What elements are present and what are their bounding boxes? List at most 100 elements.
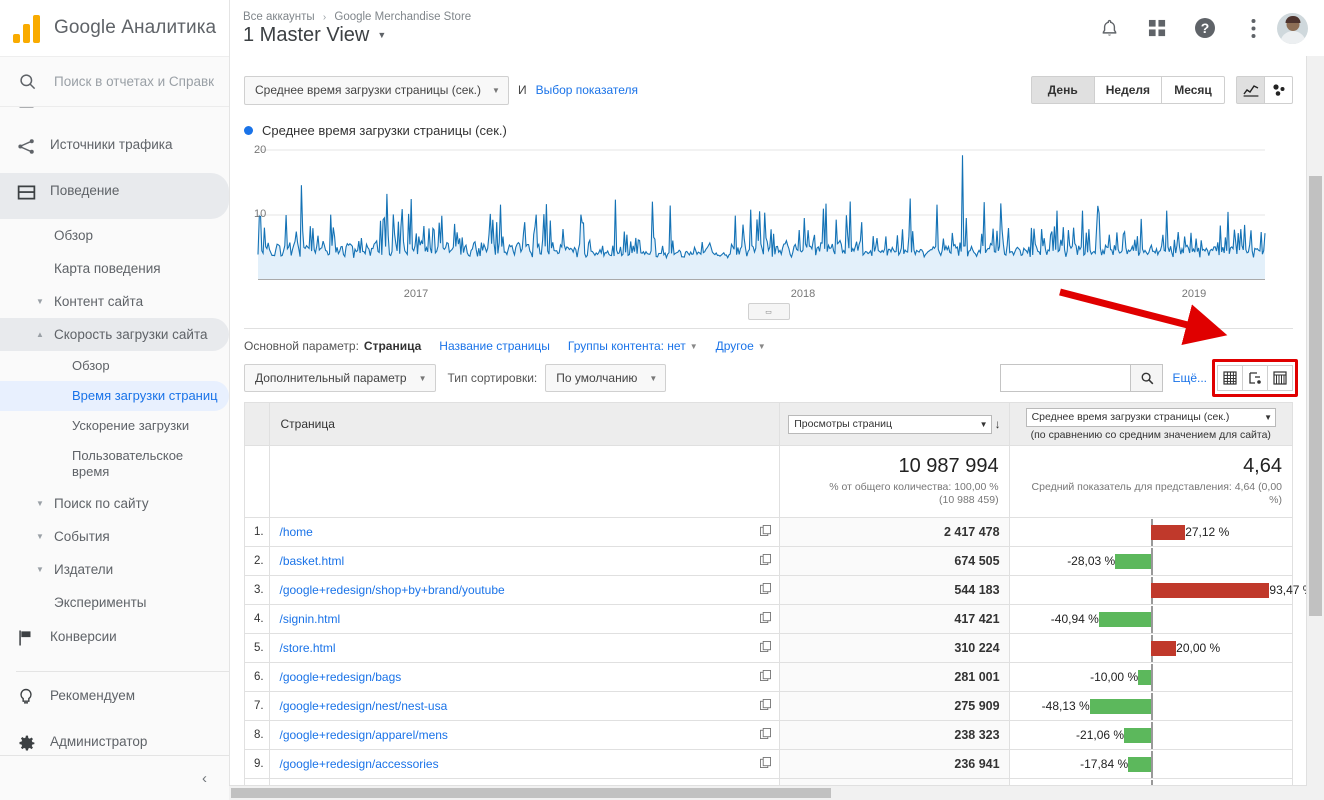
row-pageviews: 544 183: [779, 575, 1010, 605]
open-in-new-icon[interactable]: [760, 728, 772, 742]
sidebar-item-speed-suggestions[interactable]: Ускорение загрузки: [0, 411, 229, 441]
sidebar-item-publishers[interactable]: ▼ Издатели: [0, 553, 229, 586]
table-row: 1. /home 2 417 478 27,12 %: [243, 517, 1294, 547]
open-in-new-icon[interactable]: [760, 583, 772, 597]
sidebar-item-experiments[interactable]: Эксперименты: [0, 586, 229, 619]
chevron-up-icon: ▲: [36, 330, 44, 339]
breadcrumb-all-accounts[interactable]: Все аккаунты: [243, 10, 315, 23]
vertical-scrollbar-thumb[interactable]: [1309, 176, 1322, 616]
dimension-other[interactable]: Другое: [715, 339, 754, 353]
row-page-link[interactable]: /google+redesign/apparel/mens: [279, 728, 448, 742]
granularity-day[interactable]: День: [1030, 76, 1095, 104]
open-in-new-icon[interactable]: [760, 641, 772, 655]
search-icon: [1141, 372, 1154, 385]
secondary-dimension-button[interactable]: Дополнительный параметр ▼: [244, 364, 436, 392]
comparison-value: -10,00 %: [1090, 670, 1139, 684]
percentage-view-icon[interactable]: [1243, 365, 1268, 391]
brand-header[interactable]: Google Аналитика: [0, 0, 229, 57]
sidebar-item-discover[interactable]: Рекомендуем: [0, 678, 229, 724]
search-reports-row[interactable]: Поиск в отчетах и Справк: [0, 57, 229, 107]
sidebar-item-traffic-sources[interactable]: Источники трафика: [0, 127, 229, 173]
sidebar-item-events[interactable]: ▼ События: [0, 520, 229, 553]
comparison-bar: [1150, 640, 1177, 656]
audience-icon: [16, 107, 50, 111]
notifications-button[interactable]: [1085, 4, 1133, 52]
row-page-link[interactable]: /basket.html: [279, 554, 345, 568]
sidebar-item-behavior-overview[interactable]: Обзор: [0, 219, 229, 252]
sidebar-item-behavior[interactable]: Поведение: [0, 173, 229, 219]
sidebar-item-audience[interactable]: Аудитория: [0, 107, 229, 127]
horizontal-scrollbar[interactable]: [229, 785, 1307, 800]
row-page-link[interactable]: /google+redesign/shop+by+brand/youtube: [279, 583, 505, 597]
horizontal-scrollbar-thumb[interactable]: [231, 788, 831, 798]
sort-descending-icon[interactable]: ↓: [994, 417, 1001, 431]
granularity-week[interactable]: Неделя: [1094, 76, 1162, 104]
dimension-page-title[interactable]: Название страницы: [439, 339, 550, 353]
chart-zoom-handle[interactable]: ▭: [747, 303, 790, 320]
google-analytics-logo: [12, 13, 46, 43]
open-in-new-icon[interactable]: [760, 525, 772, 539]
row-page-link[interactable]: /google+redesign/bags: [279, 670, 402, 684]
metric2-note: (по сравнению со средним значением для с…: [1030, 428, 1271, 441]
primary-dimension-value[interactable]: Страница: [363, 339, 422, 353]
metric2-select[interactable]: Среднее время загрузки страницы (сек.) ▼: [1025, 407, 1276, 427]
apps-button[interactable]: [1133, 4, 1181, 52]
help-icon: ?: [1195, 18, 1215, 38]
row-pageviews: 2 417 478: [779, 517, 1010, 547]
row-comparison-cell: 93,47 %: [1008, 575, 1307, 605]
primary-metric-select[interactable]: Среднее время загрузки страницы (сек.) ▼: [244, 75, 509, 105]
totals-metric1-sub2: (10 988 459): [939, 494, 999, 506]
avatar[interactable]: [1277, 12, 1308, 44]
comparison-value: -17,84 %: [1080, 757, 1129, 771]
breadcrumb-account[interactable]: Google Merchandise Store: [334, 10, 472, 23]
chevron-left-icon[interactable]: ‹: [202, 769, 207, 787]
vertical-scrollbar[interactable]: [1306, 56, 1324, 800]
sidebar-item-user-timings[interactable]: Пользовательское время: [0, 441, 229, 487]
sort-type-select[interactable]: По умолчанию ▼: [545, 364, 667, 392]
open-in-new-icon[interactable]: [760, 757, 772, 771]
x-tick-2018: 2018: [790, 288, 816, 300]
sidebar-item-conversions[interactable]: Конверсии: [0, 619, 229, 665]
y-tick-20: 20: [254, 144, 267, 156]
sidebar-item-page-timings[interactable]: Время загрузки страниц: [0, 381, 229, 411]
sidebar-item-admin[interactable]: Администратор: [0, 724, 229, 755]
more-options-button[interactable]: [1229, 4, 1277, 52]
row-page-link[interactable]: /store.html: [279, 641, 336, 655]
table-view-icon[interactable]: [1217, 365, 1243, 391]
help-button[interactable]: ?: [1181, 4, 1229, 52]
more-options-link[interactable]: Ещё...: [1172, 371, 1207, 385]
sidebar-item-site-speed[interactable]: ▲ Скорость загрузки сайта: [0, 318, 229, 351]
comparison-view-icon[interactable]: [1268, 365, 1293, 391]
metric1-select[interactable]: Просмотры страниц ▼: [788, 414, 992, 434]
row-page-link[interactable]: /google+redesign/accessories: [279, 757, 439, 771]
view-selector[interactable]: 1 Master View ▼: [243, 24, 471, 46]
comparison-value: -21,06 %: [1076, 728, 1125, 742]
row-pageviews: 281 001: [779, 662, 1010, 692]
row-index: 7.: [243, 691, 271, 721]
search-input[interactable]: [1000, 364, 1131, 392]
timeseries-chart[interactable]: 20 10: [244, 144, 1293, 286]
sidebar-item-behavior-flow[interactable]: Карта поведения: [0, 252, 229, 285]
granularity-month[interactable]: Месяц: [1162, 76, 1225, 104]
row-page-link[interactable]: /home: [279, 525, 313, 539]
sidebar-item-site-content[interactable]: ▼ Контент сайта: [0, 285, 229, 318]
open-in-new-icon[interactable]: [760, 554, 772, 568]
sidebar-item-speed-overview-label: Обзор: [72, 358, 110, 373]
dimension-content-groups[interactable]: Группы контента: нет: [567, 339, 686, 353]
row-page-link[interactable]: /signin.html: [279, 612, 341, 626]
line-chart-icon[interactable]: [1236, 76, 1265, 104]
legend-series-label: Среднее время загрузки страницы (сек.): [262, 123, 507, 138]
search-button[interactable]: [1130, 364, 1164, 392]
chevron-down-icon: ▼: [649, 373, 658, 383]
row-page-link[interactable]: /google+redesign/nest/nest-usa: [279, 699, 448, 713]
sidebar-item-speed-suggestions-label: Ускорение загрузки: [72, 418, 190, 433]
sidebar-item-site-search[interactable]: ▼ Поиск по сайту: [0, 487, 229, 520]
motion-chart-icon[interactable]: [1265, 76, 1293, 104]
open-in-new-icon[interactable]: [760, 612, 772, 626]
sidebar-item-speed-overview[interactable]: Обзор: [0, 351, 229, 381]
select-metric-link[interactable]: Выбор показателя: [535, 83, 639, 97]
sidebar-collapse-row[interactable]: ‹: [0, 755, 229, 800]
open-in-new-icon[interactable]: [760, 670, 772, 684]
behavior-icon: [16, 182, 50, 203]
open-in-new-icon[interactable]: [760, 699, 772, 713]
